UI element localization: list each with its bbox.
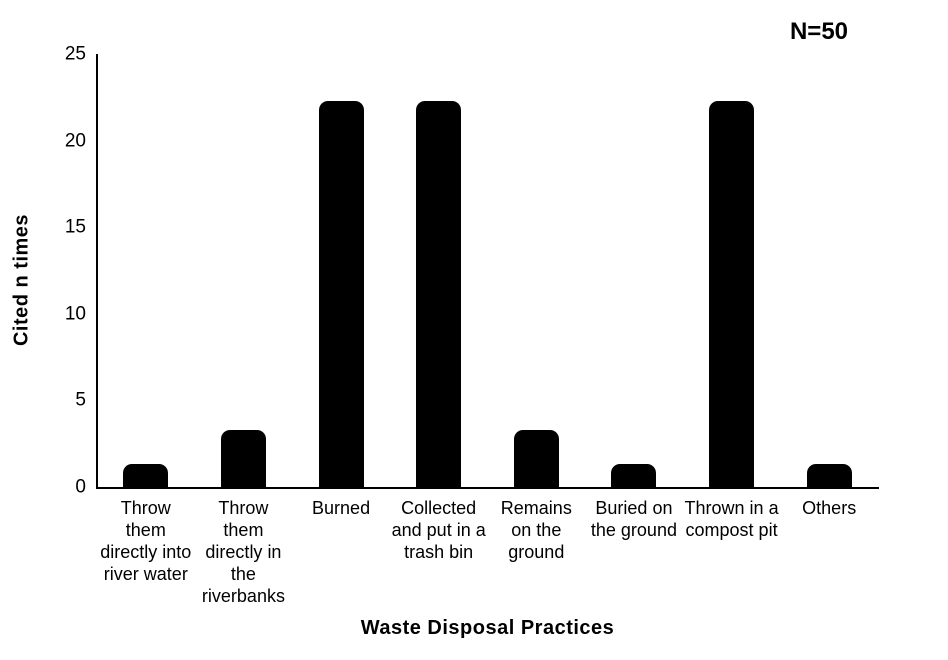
x-category-label: Buried on the ground [590, 498, 677, 540]
x-axis-line [96, 487, 879, 489]
y-tick-label: 15 [64, 216, 86, 238]
y-tick-label: 5 [75, 389, 86, 411]
x-category-label: Throw them directly in the riverbanks [201, 498, 285, 606]
bar [220, 429, 266, 487]
x-category-label: Remains on the ground [500, 498, 572, 562]
x-category-label: Thrown in a compost pit [684, 498, 779, 540]
bar [416, 100, 462, 487]
bar [513, 429, 559, 487]
y-tick-label: 25 [64, 43, 86, 65]
bar [806, 464, 852, 487]
bar [709, 100, 755, 487]
x-category-label: Throw them directly into river water [100, 498, 192, 584]
x-category-label: Others [802, 498, 857, 518]
bar [611, 464, 657, 487]
x-category-label: Collected and put in a trash bin [391, 498, 486, 562]
bar [318, 100, 364, 487]
y-tick-label: 10 [64, 303, 86, 325]
x-axis-title: Waste Disposal Practices [360, 617, 615, 639]
bar [123, 464, 169, 487]
y-axis-line [96, 54, 98, 489]
sample-size-annotation: N=50 [789, 18, 849, 45]
y-tick-label: 0 [75, 476, 86, 498]
y-tick-label: 20 [64, 130, 86, 152]
x-category-label: Burned [312, 498, 371, 518]
